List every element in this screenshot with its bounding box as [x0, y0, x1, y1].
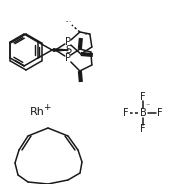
Text: ···: ···	[64, 19, 71, 27]
Text: F: F	[140, 92, 146, 102]
Text: F: F	[140, 124, 146, 134]
Text: B: B	[140, 108, 146, 118]
Text: ···: ···	[83, 31, 90, 40]
Text: S: S	[66, 45, 72, 55]
Text: P: P	[65, 37, 71, 47]
Text: F: F	[123, 108, 129, 118]
Text: +: +	[43, 103, 51, 112]
Text: P: P	[65, 53, 71, 63]
Text: Rh: Rh	[30, 107, 44, 117]
Text: F: F	[157, 108, 163, 118]
Text: ⁻: ⁻	[146, 102, 150, 111]
